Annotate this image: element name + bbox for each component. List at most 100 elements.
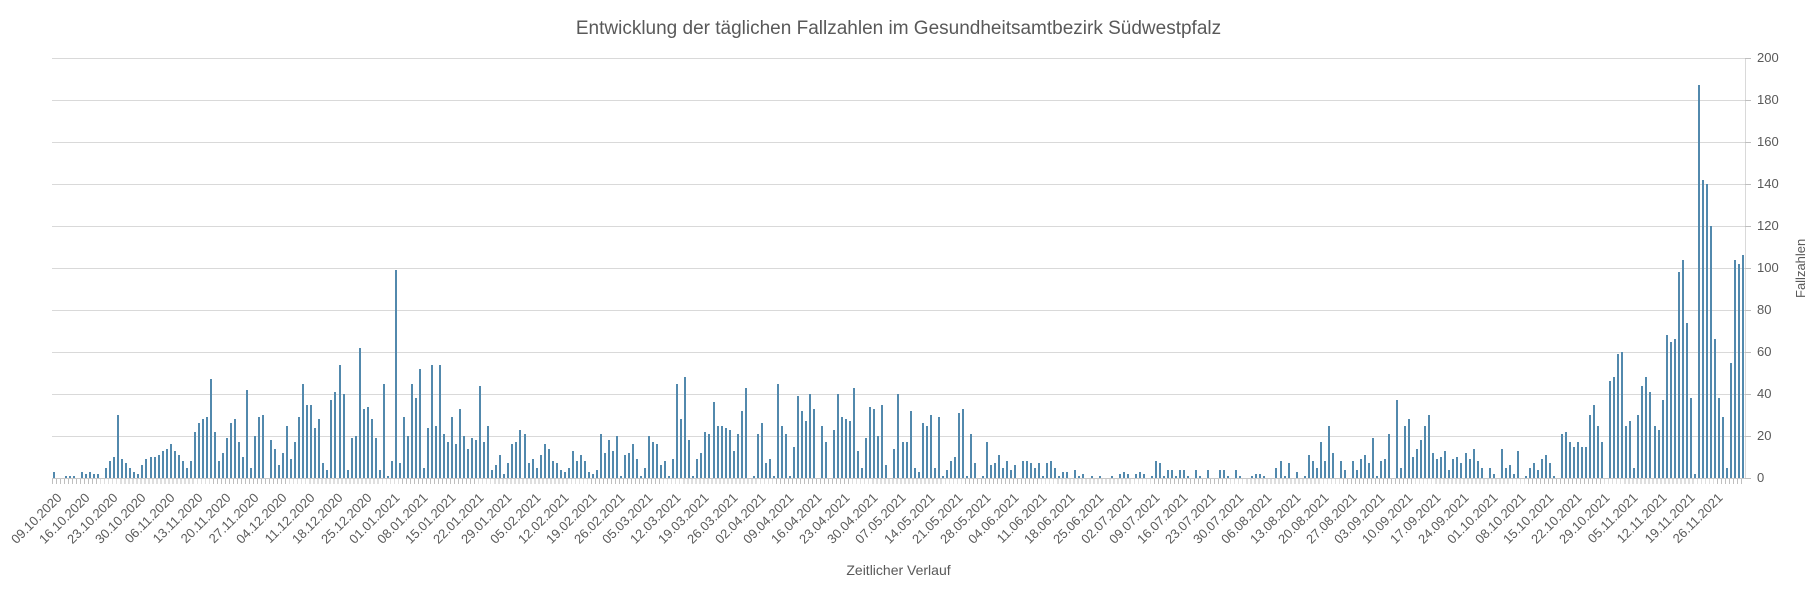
chart-title: Entwicklung der täglichen Fallzahlen im … [575,18,1222,39]
bar [447,442,450,478]
bar [354,436,357,478]
bar [937,417,940,478]
bar [1170,469,1173,478]
gridline-60 [52,352,1745,353]
bar [1512,473,1515,478]
bar [1030,463,1033,478]
bar [362,408,365,478]
bar [1633,467,1636,478]
bar [1404,425,1407,478]
bar [129,467,132,478]
bar [1235,469,1238,478]
bar [422,467,425,478]
bar [1287,463,1290,478]
x-axis-line [52,478,1745,479]
bar [615,436,618,478]
bar [225,438,228,478]
bar [1408,419,1411,478]
bar [1355,469,1358,478]
bar [467,448,470,478]
bar [1062,471,1065,478]
bar [1625,425,1628,478]
bar [1066,471,1069,478]
bar [563,471,566,478]
bar [330,400,333,478]
bar [1621,352,1624,478]
bar [1561,433,1564,478]
bar [893,448,896,478]
bar [901,442,904,478]
bar [165,448,168,478]
bar [1416,448,1419,478]
bar [1323,461,1326,478]
bar [913,467,916,478]
bar [1166,469,1169,478]
bar [1641,385,1644,478]
bar [1002,467,1005,478]
bar [841,417,844,478]
bar [435,425,438,478]
bar [1737,263,1740,478]
bar [969,433,972,478]
bar [1150,475,1153,478]
bar [949,461,952,478]
y-tick-label: 160 [1757,134,1779,149]
bar [410,383,413,478]
bar [113,457,116,478]
bar [1376,475,1379,478]
bar [1078,475,1081,478]
bar [1601,442,1604,478]
bar [1307,454,1310,478]
bar [246,389,249,478]
bar [1645,377,1648,478]
bar [1014,465,1017,478]
bar [242,457,244,478]
bar [205,417,208,478]
bar [431,364,433,478]
bar [1456,457,1459,478]
bar [921,423,924,478]
bar [1022,461,1025,478]
bar [237,442,240,478]
bar [314,427,317,478]
bar [716,425,719,478]
bar [1380,461,1383,478]
bar [386,475,389,478]
bar [1090,475,1093,478]
bar [644,467,647,478]
y-tick-label: 60 [1757,344,1772,359]
bar [575,461,578,478]
bar [1665,335,1668,478]
bar [736,433,739,478]
bar [1420,440,1423,478]
bar [788,475,791,478]
bar [141,465,144,478]
bar [334,391,337,478]
x-axis-day-ticks [52,479,1745,484]
bar [1649,391,1652,478]
bar [861,467,864,478]
bar [527,463,530,478]
bar [326,469,329,478]
bar [1452,459,1455,478]
bar [869,406,872,478]
bar [1174,475,1177,478]
bar [1134,473,1137,478]
bar [1199,475,1202,478]
bar [1689,398,1692,478]
bar [752,475,755,478]
bar [258,417,261,478]
bar [989,465,992,478]
bar [217,461,220,478]
bar [298,417,301,478]
bar [1343,469,1346,478]
bar [201,419,204,478]
bar [1432,452,1435,478]
bar [153,457,156,478]
gridline-200 [52,58,1745,59]
bar [1412,457,1415,478]
bar [664,461,667,478]
bar [1367,463,1370,478]
bar [197,423,200,478]
